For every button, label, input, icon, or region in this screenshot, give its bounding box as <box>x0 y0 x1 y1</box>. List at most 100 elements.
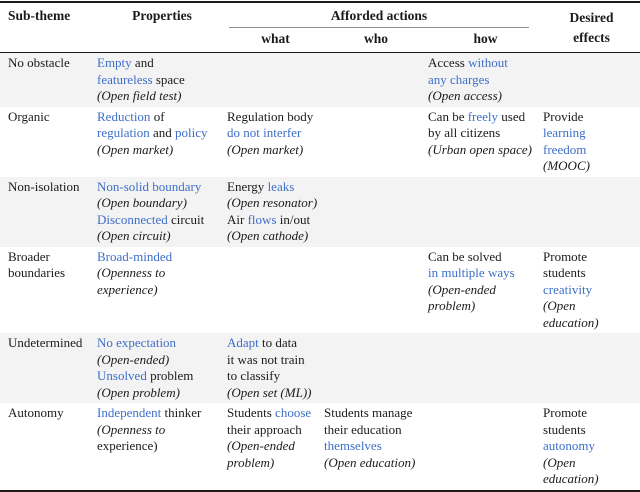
cell-subtheme: Organic <box>0 107 97 177</box>
text-segment: Students <box>227 405 276 420</box>
text-segment: problem) <box>428 298 476 313</box>
cell-effects: Promote students creativity (Open education… <box>543 247 640 334</box>
text-segment: (Open-ended <box>428 281 496 297</box>
text-segment: circuit <box>167 211 205 227</box>
text-segment: used <box>498 108 526 124</box>
text-segment: do not interfer <box>227 125 302 140</box>
text-segment: No obstacle <box>8 55 70 70</box>
cell-what <box>227 247 324 334</box>
text-segment: Undetermined <box>8 335 83 350</box>
text-segment: (Open market) <box>227 141 304 157</box>
text-segment: it was not train <box>227 351 305 367</box>
text-segment: Empty <box>97 55 132 70</box>
cell-properties: Empty and featureless space (Open field te… <box>97 53 227 107</box>
text-segment: (Open set (ML)) <box>227 384 312 400</box>
text-segment: regulation <box>97 125 150 140</box>
text-segment: Broad-minded <box>97 248 173 264</box>
column-header-how: how <box>428 27 544 53</box>
cell-how <box>428 177 543 247</box>
column-header-properties: Properties <box>97 2 227 53</box>
text-segment: any charges <box>428 71 490 87</box>
text-segment: problem <box>146 368 194 383</box>
cell-who <box>324 333 428 403</box>
text-segment: (Urban open space) <box>428 141 532 157</box>
text-segment: their education <box>324 421 402 437</box>
text-segment: space <box>152 71 185 87</box>
cell-what: Regulation body do not interfer (Open mark… <box>227 107 324 177</box>
text-segment: flows <box>247 211 277 227</box>
text-segment: in/out <box>276 211 311 227</box>
text-segment: Non-isolation <box>8 178 80 194</box>
cell-effects <box>543 177 640 247</box>
desired-label-line2: effects <box>573 30 610 45</box>
row-non-isolation: Non-isolation Non-solid boundary (Open bo… <box>0 176 640 247</box>
text-segment: Unsolved <box>97 368 147 383</box>
text-segment: Promote <box>543 405 588 420</box>
text-segment: Can be <box>428 108 468 124</box>
text-segment: (Open-ended <box>227 438 295 453</box>
text-segment: Can be solved <box>428 248 502 264</box>
cell-how <box>428 333 543 403</box>
cell-effects: Promote students autonomy (Open education) <box>543 403 640 491</box>
text-segment: experience) <box>97 438 158 453</box>
text-segment: autonomy <box>543 438 596 453</box>
text-segment: freely <box>467 108 499 124</box>
text-segment: Regulation body <box>227 108 314 124</box>
cell-subtheme: Non-isolation <box>0 177 97 247</box>
text-segment: policy <box>175 125 208 140</box>
cell-who: Students manage their education themselves… <box>324 403 428 491</box>
cell-properties: Reduction of regulation and policy (Open m… <box>97 107 227 177</box>
cell-what: Adapt to data it was not train to classify… <box>227 333 324 403</box>
text-segment: to classify <box>227 368 281 383</box>
text-segment: (Open problem) <box>97 384 180 400</box>
text-segment: (Open resonator) <box>227 195 318 210</box>
text-segment: without <box>468 55 508 70</box>
column-header-what: what <box>227 27 324 53</box>
text-segment: Promote <box>543 248 588 264</box>
text-segment: of <box>150 108 165 124</box>
text-segment: (Open education) <box>543 298 599 330</box>
cell-who <box>324 247 428 334</box>
cell-subtheme: Undetermined <box>0 333 97 403</box>
column-header-afforded-actions: Afforded actions <box>227 2 543 28</box>
row-no-obstacle: No obstacle Empty and featureless space (O… <box>0 52 640 107</box>
text-segment: problem) <box>227 454 275 470</box>
cell-properties: No expectation (Open-ended) Unsolved probl… <box>97 333 227 403</box>
text-segment: themselves <box>324 438 382 453</box>
text-segment: (Openness to <box>97 265 166 280</box>
cell-who <box>324 177 428 247</box>
text-segment: No expectation <box>97 335 177 350</box>
text-segment: Organic <box>8 108 50 124</box>
text-segment: (Open-ended) <box>97 351 170 367</box>
text-segment: experience) <box>97 281 158 297</box>
text-segment: their approach <box>227 421 302 437</box>
text-segment: and <box>131 55 154 70</box>
cell-effects: Provide learning freedom (MOOC) <box>543 107 640 177</box>
row-autonomy: Autonomy Independent thinker (Openness to… <box>0 403 640 491</box>
column-header-subtheme: Sub-theme <box>0 2 97 53</box>
text-segment: Air <box>227 211 248 227</box>
cell-what: Energy leaks (Open resonator) Air flows in… <box>227 177 324 247</box>
cell-subtheme: No obstacle <box>0 53 97 107</box>
text-segment: (Open access) <box>428 88 502 103</box>
table-header: Sub-theme Properties Afforded actions De… <box>0 2 640 53</box>
text-segment: choose <box>275 405 312 420</box>
text-segment: (Open education) <box>543 454 599 487</box>
cell-properties: Independent thinker (Openness to experienc… <box>97 403 227 491</box>
cell-subtheme: Autonomy <box>0 403 97 491</box>
cell-how: Can be solved in multiple ways (Open-ended… <box>428 247 543 334</box>
text-segment: Access <box>428 55 469 70</box>
text-segment: learning <box>543 125 586 140</box>
text-segment: by all citizens <box>428 125 501 140</box>
text-segment: students <box>543 421 586 437</box>
text-segment: to data <box>258 335 298 350</box>
text-segment: leaks <box>267 178 295 194</box>
text-segment: Adapt <box>227 335 259 350</box>
cell-how: Access without any charges (Open access) <box>428 53 543 107</box>
text-segment: boundaries <box>8 265 66 280</box>
table-body: No obstacle Empty and featureless space (O… <box>0 52 640 491</box>
afforded-actions-label: Afforded actions <box>229 3 530 28</box>
text-segment: Broader <box>8 248 50 264</box>
text-segment: (Openness to <box>97 421 166 437</box>
